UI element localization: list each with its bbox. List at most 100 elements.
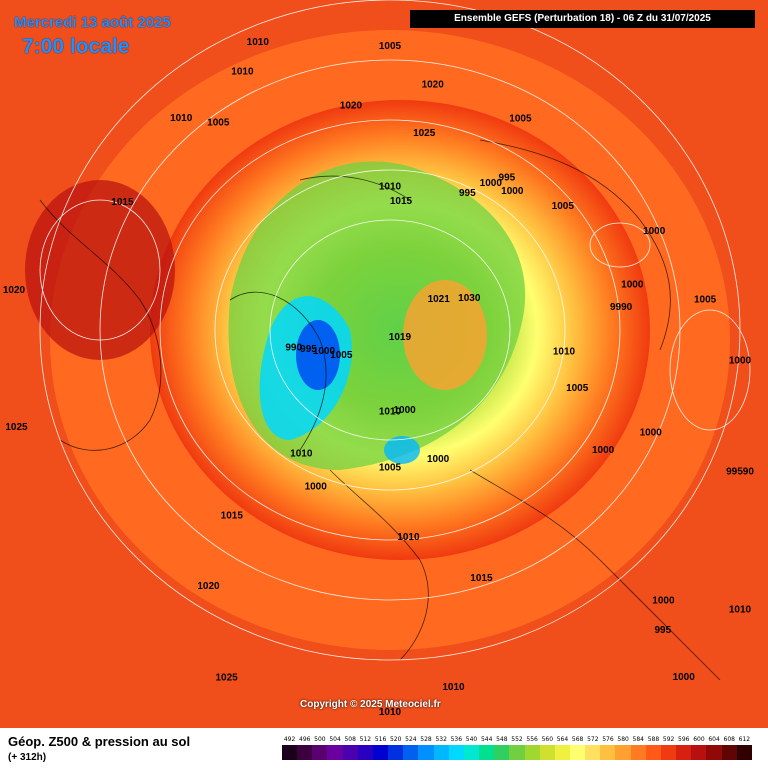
scale-swatch <box>691 745 707 760</box>
scale-swatch <box>433 745 449 760</box>
scale-swatch <box>630 745 646 760</box>
pressure-label: 1000 <box>427 454 450 465</box>
pressure-label: 1019 <box>389 332 412 343</box>
scale-swatch <box>357 745 373 760</box>
scale-label: 516 <box>374 736 387 743</box>
pressure-label: 1005 <box>207 117 230 128</box>
product-title: Géop. Z500 & pression au sol <box>8 734 191 749</box>
pressure-label: 1015 <box>111 197 134 208</box>
scale-swatch <box>403 745 419 760</box>
pressure-label: 1005 <box>509 113 532 124</box>
pressure-label: 1030 <box>458 293 481 304</box>
pressure-label: 1010 <box>290 449 313 460</box>
scale-label: 568 <box>571 736 584 743</box>
scale-swatch <box>448 745 464 760</box>
pressure-label: 1005 <box>379 463 402 474</box>
scale-label: 612 <box>738 736 751 743</box>
pressure-label: 1000 <box>643 226 666 237</box>
scale-label: 496 <box>299 736 311 743</box>
pressure-label: 1010 <box>397 532 420 543</box>
scale-label: 556 <box>526 736 538 743</box>
legend-footer: Géop. Z500 & pression au sol (+ 312h) 49… <box>0 728 768 768</box>
pressure-label: 1010 <box>379 406 402 417</box>
pressure-label: 1005 <box>566 383 589 394</box>
pressure-label: 1010 <box>553 347 576 358</box>
pressure-label: 1005 <box>379 41 402 52</box>
scale-swatch <box>645 745 661 760</box>
north-atlantic-low <box>384 436 420 464</box>
scale-label: 544 <box>480 736 493 743</box>
scale-swatch <box>372 745 389 760</box>
pressure-label: 99590 <box>726 466 754 477</box>
pressure-label: 1000 <box>640 427 663 438</box>
pressure-label: 1020 <box>197 581 220 592</box>
pressure-label: 1005 <box>694 294 717 305</box>
scale-label: 564 <box>556 736 569 743</box>
pressure-label: 1010 <box>170 113 193 124</box>
scale-swatch <box>706 745 722 760</box>
color-scale-bar <box>282 745 752 760</box>
pressure-label: 1000 <box>501 186 524 197</box>
lead-time: (+ 312h) <box>8 752 47 763</box>
scale-label: 552 <box>511 736 523 743</box>
scale-swatch <box>342 745 358 760</box>
pressure-label: 995 <box>300 344 317 355</box>
pressure-label: 1005 <box>552 201 575 212</box>
model-banner: Ensemble GEFS (Perturbation 18) - 06 Z d… <box>410 10 755 28</box>
forecast-date: Mercredi 13 août 2025 <box>14 14 171 31</box>
pressure-label: 1005 <box>330 350 353 361</box>
pressure-label: 1020 <box>3 285 26 296</box>
scale-label: 524 <box>405 736 417 743</box>
pressure-label: 1010 <box>442 682 465 693</box>
scale-label: 528 <box>420 736 432 743</box>
color-scale-labels: 492 496 500 504 508 512 516 520 524 528 532 536 540 5… <box>282 736 752 744</box>
pressure-label: 995 <box>459 188 476 199</box>
pressure-label: 1020 <box>422 80 445 91</box>
pressure-label: 1000 <box>313 346 336 357</box>
scale-swatch <box>282 745 298 760</box>
coastlines <box>39 139 721 681</box>
scale-label: 512 <box>359 736 372 743</box>
pressure-label: 990 <box>285 343 302 354</box>
scale-label: 572 <box>587 736 599 743</box>
scale-swatch <box>660 745 677 760</box>
pressure-label: 1025 <box>215 672 238 683</box>
scale-label: 500 <box>314 736 326 743</box>
pressure-label: 1010 <box>247 37 270 48</box>
isobars <box>39 0 751 661</box>
scale-label: 580 <box>617 736 629 743</box>
pressure-labels: 1005102010251005100099510009951005100010… <box>3 37 754 718</box>
scale-swatch <box>539 745 555 760</box>
scale-label: 600 <box>693 736 705 743</box>
scale-swatch <box>554 745 570 760</box>
scale-swatch <box>388 745 404 760</box>
pressure-label: 1015 <box>390 196 413 207</box>
scale-swatch <box>524 745 540 760</box>
pressure-label: 1025 <box>5 422 28 433</box>
pressure-label: 1010 <box>729 604 752 615</box>
pressure-label: 1010 <box>231 66 254 77</box>
scale-label: 504 <box>329 736 341 743</box>
scale-swatch <box>676 745 692 760</box>
scale-swatch <box>615 745 631 760</box>
scale-label: 604 <box>708 736 720 743</box>
pressure-label: 1015 <box>221 511 244 522</box>
scale-swatch <box>721 745 737 760</box>
scale-label: 608 <box>723 736 735 743</box>
scale-swatch <box>463 745 480 760</box>
scale-label: 576 <box>602 736 614 743</box>
scale-label: 520 <box>389 736 402 743</box>
scale-label: 492 <box>283 736 296 743</box>
pressure-label: 1000 <box>652 595 675 606</box>
pressure-label: 1015 <box>470 573 493 584</box>
blue-core <box>296 320 340 390</box>
scale-swatch <box>418 745 434 760</box>
scale-swatch <box>297 745 313 760</box>
pressure-label: 1000 <box>305 481 328 492</box>
pressure-label: 995 <box>654 625 671 636</box>
pressure-label: 1000 <box>673 672 696 683</box>
scale-label: 560 <box>541 736 554 743</box>
pressure-label: 995 <box>499 172 516 183</box>
scale-label: 584 <box>632 736 644 743</box>
